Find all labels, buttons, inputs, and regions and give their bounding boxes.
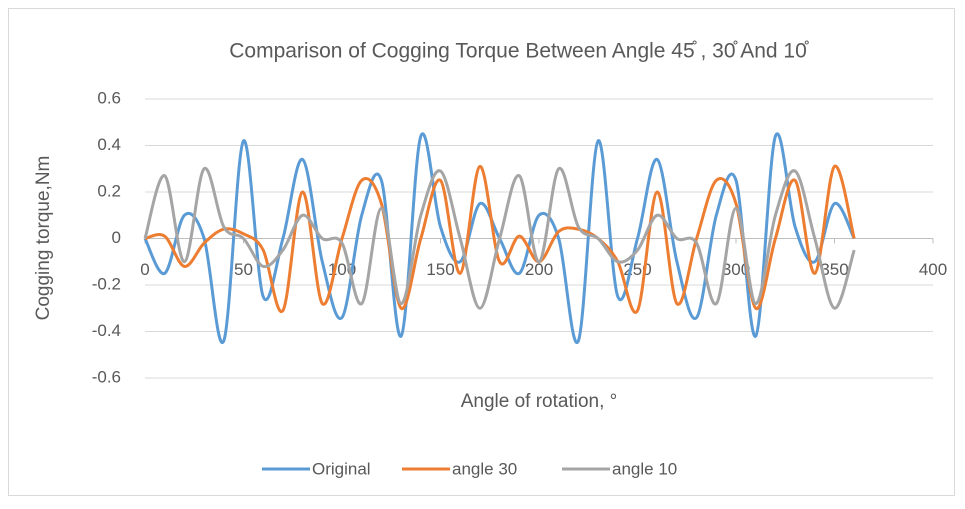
x-tick-label: 150 [426,260,454,279]
y-tick-label: 0 [112,228,121,247]
y-tick-label: 0.4 [97,135,121,154]
legend-label: angle 30 [452,459,517,478]
y-tick-label: -0.4 [92,321,121,340]
x-tick-label: 350 [820,260,848,279]
x-tick-label: 200 [525,260,553,279]
legend-label: Original [312,459,371,478]
chart-border [8,8,955,496]
legend-label: angle 10 [612,459,677,478]
y-tick-label: 0.2 [97,181,121,200]
x-tick-label: 400 [919,260,947,279]
x-tick-label: 300 [722,260,750,279]
y-tick-label: -0.2 [92,274,121,293]
y-tick-label: 0.6 [97,88,121,107]
x-tick-label: 0 [140,260,149,279]
y-tick-label: -0.6 [92,367,121,386]
x-axis-title: Angle of rotation, ° [461,391,618,412]
x-tick-label: 50 [234,260,253,279]
line-series [143,167,856,310]
chart-title: Comparison of Cogging Torque Between Ang… [229,40,810,63]
y-axis-title: Cogging torque,Nm [33,156,54,321]
